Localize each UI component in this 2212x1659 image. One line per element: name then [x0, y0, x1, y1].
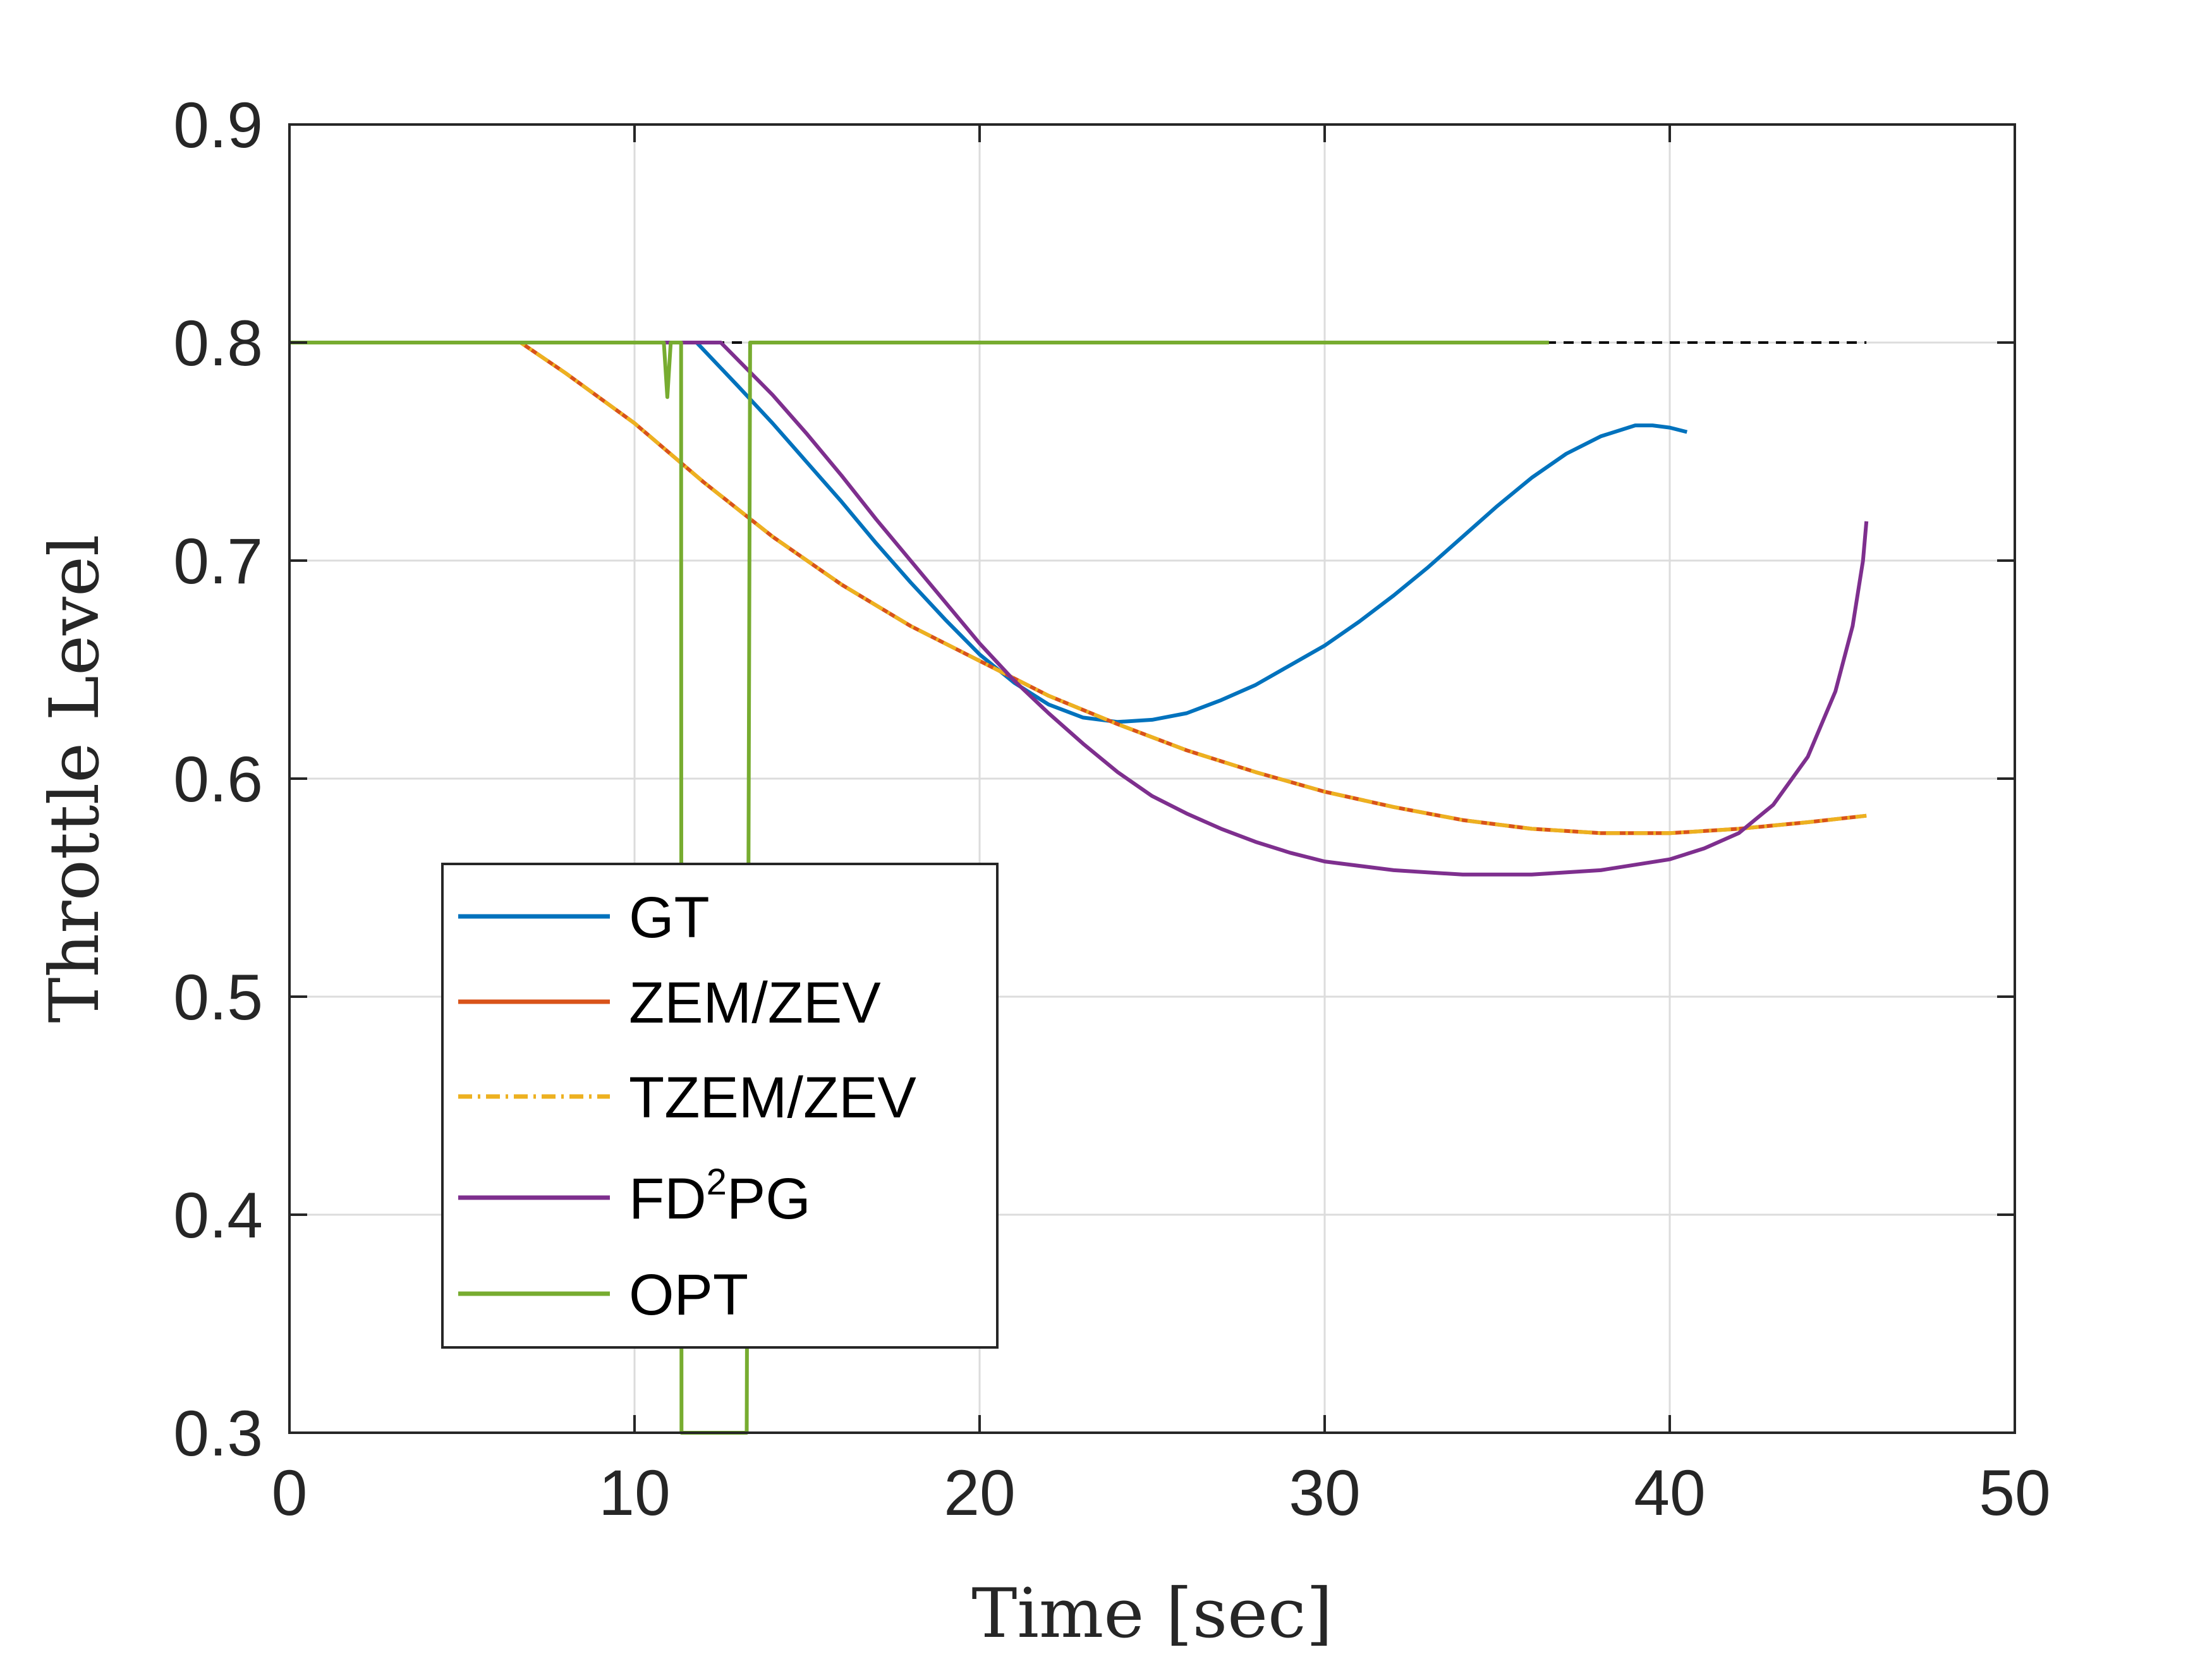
tick-labels: 0 10 20 30 40 50 0.3 0.4 0.5 0.6 0.7 0.8 0.9	[173, 89, 2051, 1529]
series-gt	[289, 341, 1688, 724]
series-fd2pg	[289, 341, 1869, 877]
x-tick-label: 40	[1634, 1457, 1705, 1529]
legend-label-fd2pg-suffix: PG	[727, 1167, 811, 1231]
legend-label-fd2pg-prefix: FD	[629, 1167, 707, 1231]
x-axis-label: Time [sec]	[971, 1574, 1332, 1653]
y-tick-label: 0.9	[173, 89, 263, 161]
x-tick-label: 10	[599, 1457, 670, 1529]
legend-label-fd2pg: FD2PG	[629, 1162, 811, 1231]
x-tick-label: 0	[272, 1457, 308, 1529]
legend-label-zem-zev: ZEM/ZEV	[629, 971, 881, 1035]
legend-label-tzem-zev: TZEM/ZEV	[629, 1066, 916, 1130]
x-tick-label: 20	[944, 1457, 1015, 1529]
legend: GT ZEM/ZEV TZEM/ZEV FD2PG OPT	[441, 863, 999, 1349]
series-tzem-zev	[289, 341, 1867, 836]
y-tick-label: 0.5	[173, 961, 263, 1033]
legend-label-opt: OPT	[629, 1263, 748, 1327]
y-tick-label: 0.4	[173, 1179, 263, 1251]
y-axis-label: Throttle Level	[35, 535, 114, 1023]
axis-ticks	[288, 123, 2016, 1434]
y-tick-label: 0.7	[173, 525, 263, 597]
x-tick-label: 50	[1979, 1457, 2050, 1529]
y-tick-label: 0.6	[173, 743, 263, 815]
y-tick-label: 0.8	[173, 307, 263, 379]
y-tick-label: 0.3	[173, 1397, 263, 1469]
legend-label-fd2pg-superscript: 2	[707, 1162, 727, 1203]
x-tick-label: 30	[1289, 1457, 1360, 1529]
legend-box	[441, 863, 999, 1349]
legend-label-gt: GT	[629, 885, 710, 950]
